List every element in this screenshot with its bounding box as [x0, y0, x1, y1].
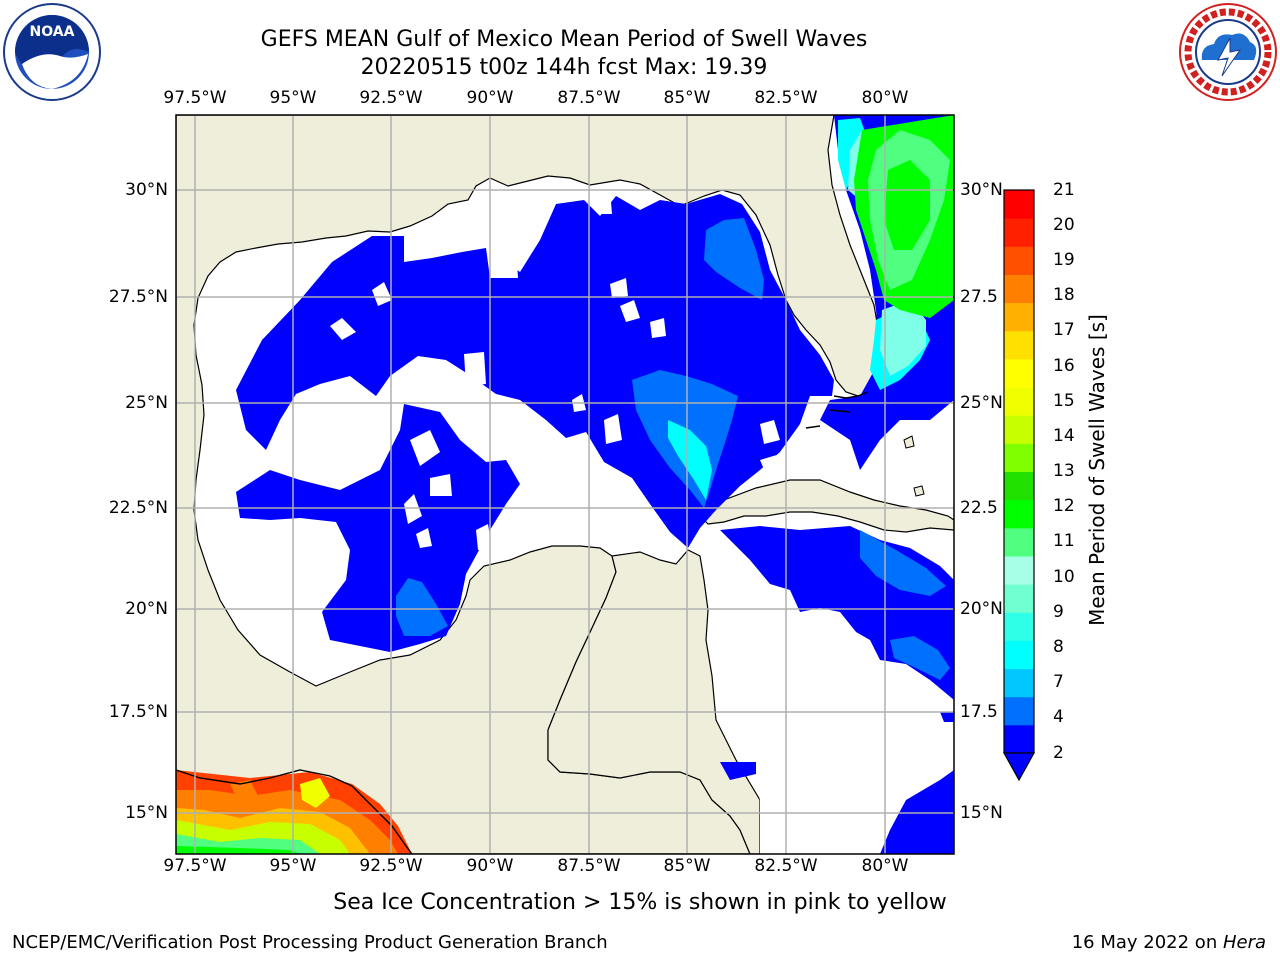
land-yucatan: [547, 549, 761, 854]
lat-label-right: 20°N: [960, 599, 1003, 619]
colorbar-segment: [1004, 246, 1034, 275]
lat-label-left: 15°N: [125, 803, 168, 823]
colorbar-segment: [1004, 415, 1034, 444]
colorbar-segment: [1004, 218, 1034, 247]
coastline-pacific: [176, 769, 413, 854]
colorbar-segment: [1004, 696, 1034, 726]
date-stamp: 16 May 2022 on Hera: [1072, 932, 1266, 953]
noaa-logo-text: NOAA: [30, 24, 75, 40]
host-name: Hera: [1222, 932, 1266, 953]
colorbar-tick: 14: [1053, 426, 1075, 446]
colorbar-segment: [1004, 190, 1034, 219]
colorbar-tick: 21: [1053, 180, 1075, 200]
colorbar-tick: 13: [1053, 461, 1075, 481]
lat-label-right: 15°N: [960, 803, 1003, 823]
lon-label-bottom: 82.5°W: [754, 856, 818, 876]
colorbar-segment: [1004, 330, 1034, 360]
colorbar-segment: [1004, 584, 1034, 613]
colorbar-segment: [1004, 443, 1034, 472]
lon-label-bottom: 95°W: [269, 856, 317, 876]
colorbar: [1004, 190, 1034, 754]
credit-text: NCEP/EMC/Verification Post Processing Pr…: [12, 932, 608, 953]
lat-label-left: 22.5°N: [108, 498, 168, 518]
lat-label-right: 25°N: [960, 393, 1003, 413]
colorbar-segment: [1004, 358, 1034, 388]
colorbar-tick: 20: [1053, 215, 1075, 235]
lat-label-left: 17.5°N: [108, 702, 168, 722]
colorbar-segment: [1004, 499, 1034, 529]
lon-label-top: 85°W: [663, 88, 711, 108]
lon-label-top: 92.5°W: [359, 88, 423, 108]
colorbar-segment: [1004, 724, 1034, 754]
lat-label-right: 22.5: [960, 498, 998, 518]
colorbar-extend-arrow: [1002, 752, 1036, 782]
noaa-logo: NOAA: [3, 3, 101, 101]
map-title: GEFS MEAN Gulf of Mexico Mean Period of …: [260, 27, 868, 52]
lat-label-left: 25°N: [125, 393, 168, 413]
colorbar-segment: [1004, 612, 1034, 641]
lon-label-bottom: 90°W: [466, 856, 514, 876]
sea-ice-note: Sea Ice Concentration > 15% is shown in …: [333, 890, 947, 915]
date-text: 16 May 2022 on: [1071, 932, 1223, 953]
colorbar-tick: 10: [1053, 567, 1075, 587]
map-subtitle-forecast: 20220515 t00z 144h fcst Max: 19.39: [360, 55, 768, 80]
colorbar-tick: 8: [1053, 637, 1064, 657]
colorbar-tick: 17: [1053, 320, 1075, 340]
swell-period-10-11-inner: [884, 160, 930, 250]
map-frame: [175, 114, 955, 855]
lat-label-left: 27.5°N: [108, 287, 168, 307]
swell-region-caribbean-south: [720, 712, 954, 854]
map-gridlines: [176, 115, 954, 854]
colorbar-segment: [1004, 555, 1034, 585]
colorbar-segment: [1004, 640, 1034, 670]
colorbar-segment: [1004, 274, 1034, 304]
lat-label-left: 30°N: [125, 180, 168, 200]
nws-logo: [1179, 3, 1277, 101]
colorbar-tick: 11: [1053, 531, 1075, 551]
lon-label-top: 80°W: [861, 88, 909, 108]
lon-label-bottom: 85°W: [663, 856, 711, 876]
colorbar-tick: 9: [1053, 602, 1064, 622]
lon-label-bottom: 97.5°W: [163, 856, 227, 876]
colorbar-tick: 12: [1053, 496, 1075, 516]
colorbar-segment: [1004, 668, 1034, 698]
colorbar-segment: [1004, 527, 1034, 557]
map-plot-area: [176, 115, 954, 854]
lon-label-top: 87.5°W: [557, 88, 621, 108]
lon-label-bottom: 80°W: [861, 856, 909, 876]
lon-label-top: 90°W: [466, 88, 514, 108]
lat-label-right: 27.5: [960, 287, 998, 307]
colorbar-tick: 15: [1053, 391, 1075, 411]
colorbar-segment: [1004, 302, 1034, 332]
lon-label-top: 82.5°W: [754, 88, 818, 108]
lon-label-top: 95°W: [269, 88, 317, 108]
colorbar-segment: [1004, 471, 1034, 501]
lon-label-top: 97.5°W: [163, 88, 227, 108]
land-cuba: [699, 479, 954, 533]
lon-label-bottom: 87.5°W: [557, 856, 621, 876]
colorbar-label: Mean Period of Swell Waves [s]: [1085, 314, 1109, 626]
colorbar-tick: 7: [1053, 672, 1064, 692]
colorbar-segment: [1004, 387, 1034, 416]
swell-region-pacific: [176, 770, 412, 854]
lat-label-right: 30°N: [960, 180, 1003, 200]
lat-label-left: 20°N: [125, 599, 168, 619]
colorbar-tick: 18: [1053, 285, 1075, 305]
colorbar-tick: 16: [1053, 356, 1075, 376]
lon-label-bottom: 92.5°W: [359, 856, 423, 876]
colorbar-tick: 19: [1053, 250, 1075, 270]
lat-label-right: 17.5: [960, 702, 998, 722]
swell-region-gulf-southwest: [236, 404, 520, 652]
coastline-florida-keys: [805, 391, 869, 429]
colorbar-tick: 2: [1053, 743, 1064, 763]
colorbar-tick: 4: [1053, 707, 1064, 727]
